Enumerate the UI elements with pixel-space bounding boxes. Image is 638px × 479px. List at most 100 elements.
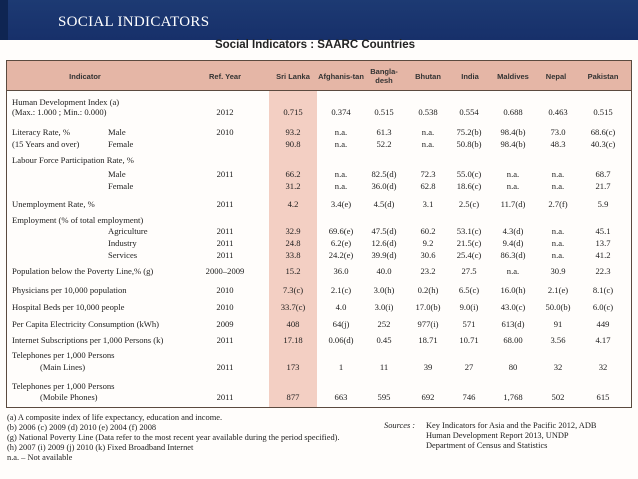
table-cell: 3.4(e) [330,199,352,209]
table-header-row [7,61,631,91]
table-cell: 90.8 [285,139,301,149]
table-cell: 12.6(d) [371,238,397,248]
row-label: Literacy Rate, % [12,127,70,137]
table-cell: 13.7 [595,238,611,248]
table-cell: 595 [377,392,391,402]
table-cell: 27.5 [461,266,477,276]
document-sheet [0,40,638,479]
table-cell: 50.8(b) [456,139,482,149]
table-cell: 72.3 [420,169,436,179]
table-cell: 45.1 [595,226,611,236]
row-sublabel: Female [108,139,134,149]
row-label: Per Capita Electricity Consumption (kWh) [12,319,160,329]
table-cell: 32 [553,362,563,372]
table-cell: 11.7(d) [500,199,526,209]
table-cell: 30.6 [420,250,436,260]
table-cell: 3.56 [550,335,566,345]
table-cell: 98.4(b) [500,127,526,137]
note-a: (a) A composite index of life expectancy… [7,413,223,422]
table-cell: 6.0(c) [592,302,614,312]
row-label: Hospital Beds per 10,000 people [12,302,125,312]
row-label: (15 Years and over) [12,139,80,149]
table-cell: 2.1(c) [330,285,352,295]
table-cell: 15.2 [285,266,301,276]
table-cell: 31.2 [285,181,301,191]
row-ref-year: 2011 [216,392,234,402]
table-cell: 43.0(c) [500,302,526,312]
table-cell: 2.7(f) [548,199,568,209]
table-cell: 55.0(c) [456,169,482,179]
slide-header-accent [0,0,8,40]
table-cell: 0.538 [418,107,438,117]
row-sublabel: Male [108,169,126,179]
table-cell: 17.18 [283,335,303,345]
row-ref-year: 2010 [216,285,234,295]
table-cell: 0.463 [548,107,568,117]
row-label: Telephones per 1,000 Persons [12,381,115,391]
row-ref-year: 2011 [216,250,234,260]
table-cell: 9.2 [422,238,434,248]
row-ref-year: 2011 [216,362,234,372]
row-ref-year: 2011 [216,169,234,179]
table-cell: 24.8 [285,238,301,248]
table-cell: 32.9 [285,226,301,236]
table-cell: 615 [596,392,610,402]
table-cell: 0.515 [593,107,613,117]
table-cell: 0.554 [459,107,479,117]
table-cell: 692 [421,392,435,402]
table-cell: 40.3(c) [590,139,616,149]
table-cell: 30.9 [550,266,566,276]
table-cell: 6.5(c) [458,285,480,295]
table-cell: 66.2 [285,169,301,179]
table-cell: 502 [551,392,565,402]
table-title: Social Indicators : SAARC Countries [214,39,415,51]
table-cell: 3.0(i) [374,302,394,312]
table-cell: n.a. [334,181,348,191]
row-sublabel: Male [108,127,126,137]
table-cell: n.a. [551,181,565,191]
table-cell: 21.5(c) [456,238,482,248]
table-cell: 40.0 [376,266,392,276]
table-cell: 252 [377,319,391,329]
table-cell: 613(d) [501,319,525,329]
table-cell: 4.3(d) [502,226,524,236]
table-cell: 64(j) [332,319,350,329]
row-label: Labour Force Participation Rate, % [12,155,134,165]
table-cell: 2.5(c) [458,199,480,209]
table-cell: 18.71 [418,335,438,345]
row-ref-year: 2000–2009 [205,266,245,276]
row-label: Telephones per 1,000 Persons [12,350,115,360]
table-cell: 25.4(c) [456,250,482,260]
table-cell: n.a. [421,127,435,137]
row-ref-year: 2011 [216,199,234,209]
table-cell: 4.0 [335,302,347,312]
table-cell: 0.688 [503,107,523,117]
table-cell: 53.1(c) [456,226,482,236]
table-cell: 80 [508,362,518,372]
table-cell: 408 [286,319,300,329]
slide-header-bar [0,0,638,40]
table-cell: 73.0 [550,127,566,137]
table-cell: 50.0(b) [545,302,571,312]
table-cell: 91 [553,319,563,329]
header-maldives: Maldives [497,71,529,81]
row-label: (Mobile Phones) [40,392,98,402]
table-cell: 48.3 [550,139,566,149]
header-pakistan: Pakistan [587,71,619,81]
row-label: Physicians per 10,000 population [12,285,127,295]
row-sublabel: Female [108,181,134,191]
table-cell: 98.4(b) [500,139,526,149]
row-label: (Main Lines) [40,362,86,372]
table-cell: 68.00 [503,335,523,345]
table-cell: 18.6(c) [456,181,482,191]
row-sublabel: Services [108,250,138,260]
table-cell: 10.71 [459,335,479,345]
table-cell: 39.9(d) [371,250,397,260]
table-cell: n.a. [551,250,565,260]
table-cell: 32 [598,362,608,372]
table-cell: n.a. [334,169,348,179]
table-cell: n.a. [506,169,520,179]
table-cell: 62.8 [420,181,436,191]
table-frame [6,60,632,408]
row-sublabel: Agriculture [108,226,148,236]
